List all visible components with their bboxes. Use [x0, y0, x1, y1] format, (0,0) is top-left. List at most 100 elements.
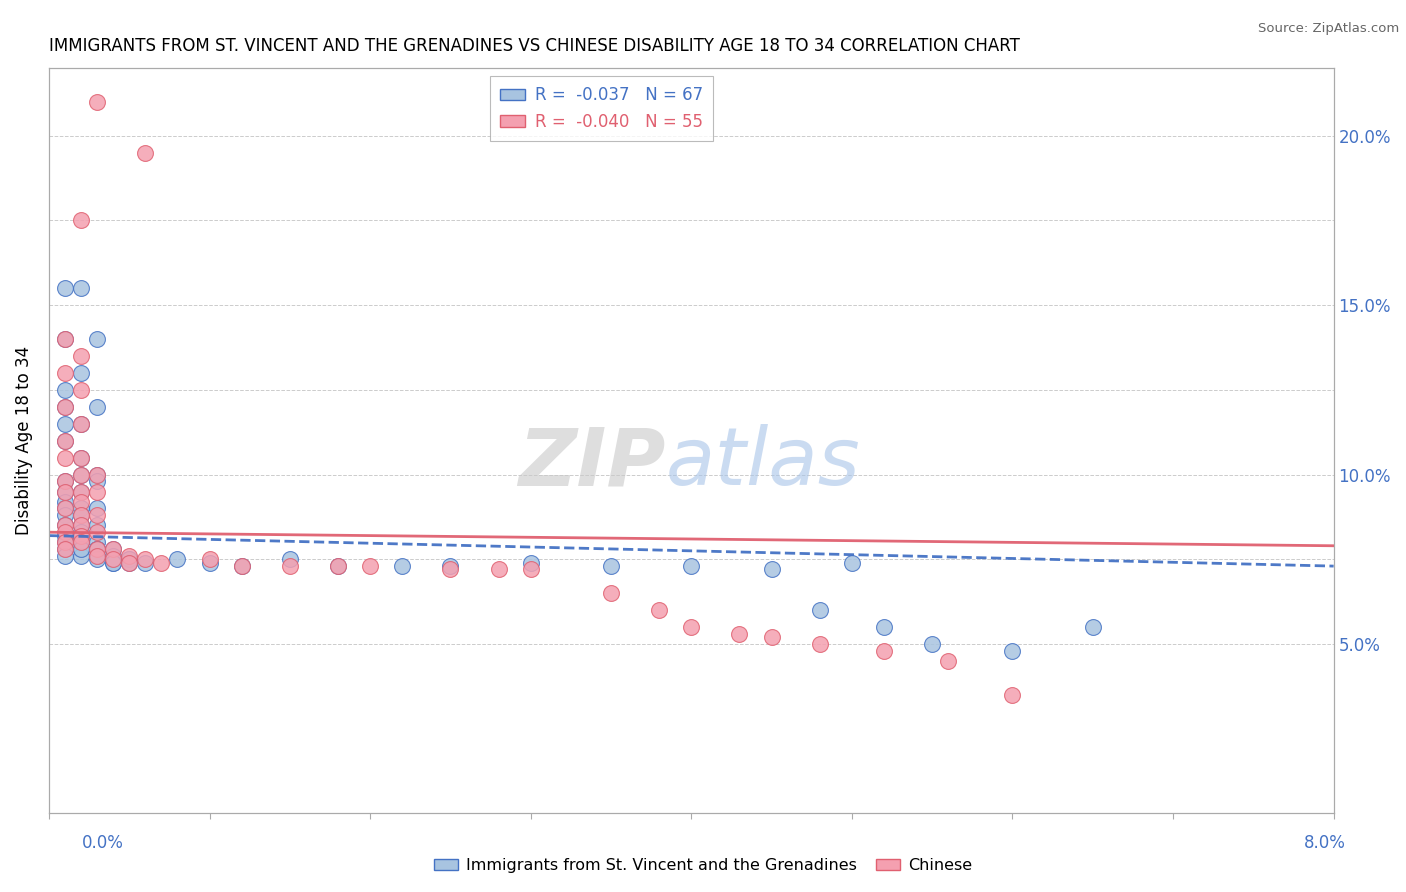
Point [86, 552, 108, 566]
Point [873, 644, 896, 658]
Point [53, 518, 76, 533]
Point [70, 417, 93, 431]
Point [231, 559, 253, 574]
Point [53, 475, 76, 489]
Point [53, 281, 76, 295]
Text: Source: ZipAtlas.com: Source: ZipAtlas.com [1258, 22, 1399, 36]
Point [1081, 620, 1104, 634]
Point [70, 518, 93, 533]
Point [808, 603, 831, 617]
Point [841, 556, 863, 570]
Point [600, 586, 623, 600]
Point [326, 559, 349, 574]
Point [761, 562, 783, 576]
Point [278, 559, 301, 574]
Point [86, 467, 108, 482]
Point [53, 528, 76, 542]
Point [53, 542, 76, 557]
Point [103, 549, 125, 563]
Point [86, 549, 108, 563]
Point [391, 559, 413, 574]
Point [103, 542, 125, 557]
Point [103, 556, 125, 570]
Point [134, 552, 156, 566]
Point [70, 508, 93, 523]
Text: atlas: atlas [665, 424, 860, 502]
Point [118, 552, 141, 566]
Point [53, 549, 76, 563]
Point [439, 562, 461, 576]
Point [278, 552, 301, 566]
Point [53, 484, 76, 499]
Point [231, 559, 253, 574]
Point [53, 518, 76, 533]
Point [70, 281, 93, 295]
Point [53, 400, 76, 414]
Point [70, 535, 93, 549]
Point [70, 213, 93, 227]
Point [86, 332, 108, 346]
Point [86, 542, 108, 557]
Point [70, 450, 93, 465]
Point [53, 434, 76, 448]
Point [70, 528, 93, 542]
Point [936, 654, 959, 668]
Point [118, 552, 141, 566]
Point [70, 542, 93, 557]
Point [70, 467, 93, 482]
Point [134, 145, 156, 160]
Point [70, 525, 93, 540]
Point [53, 332, 76, 346]
Point [53, 383, 76, 397]
Point [53, 525, 76, 540]
Point [53, 508, 76, 523]
Y-axis label: Disability Age 18 to 34: Disability Age 18 to 34 [15, 346, 32, 535]
Point [86, 535, 108, 549]
Point [921, 637, 943, 651]
Point [681, 620, 703, 634]
Point [86, 484, 108, 499]
Point [600, 559, 623, 574]
Point [86, 501, 108, 516]
Point [488, 562, 510, 576]
Text: ZIP: ZIP [519, 424, 665, 502]
Text: 0.0%: 0.0% [82, 834, 124, 852]
Point [1001, 644, 1024, 658]
Point [53, 434, 76, 448]
Point [70, 484, 93, 499]
Point [70, 450, 93, 465]
Point [70, 508, 93, 523]
Point [359, 559, 381, 574]
Point [70, 349, 93, 363]
Point [70, 501, 93, 516]
Point [761, 630, 783, 644]
Point [86, 95, 108, 109]
Point [86, 549, 108, 563]
Point [198, 552, 221, 566]
Point [118, 549, 141, 563]
Point [86, 508, 108, 523]
Point [70, 518, 93, 533]
Point [53, 494, 76, 508]
Point [118, 556, 141, 570]
Point [873, 620, 896, 634]
Legend: Immigrants from St. Vincent and the Grenadines, Chinese: Immigrants from St. Vincent and the Gren… [427, 852, 979, 880]
Point [53, 332, 76, 346]
Point [70, 417, 93, 431]
Point [681, 559, 703, 574]
Point [70, 383, 93, 397]
Point [86, 542, 108, 557]
Point [86, 400, 108, 414]
Point [1001, 688, 1024, 702]
Point [103, 556, 125, 570]
Point [198, 556, 221, 570]
Point [326, 559, 349, 574]
Point [53, 535, 76, 549]
Point [53, 417, 76, 431]
Point [70, 467, 93, 482]
Point [86, 518, 108, 533]
Point [70, 494, 93, 508]
Point [53, 366, 76, 380]
Point [86, 542, 108, 557]
Point [53, 450, 76, 465]
